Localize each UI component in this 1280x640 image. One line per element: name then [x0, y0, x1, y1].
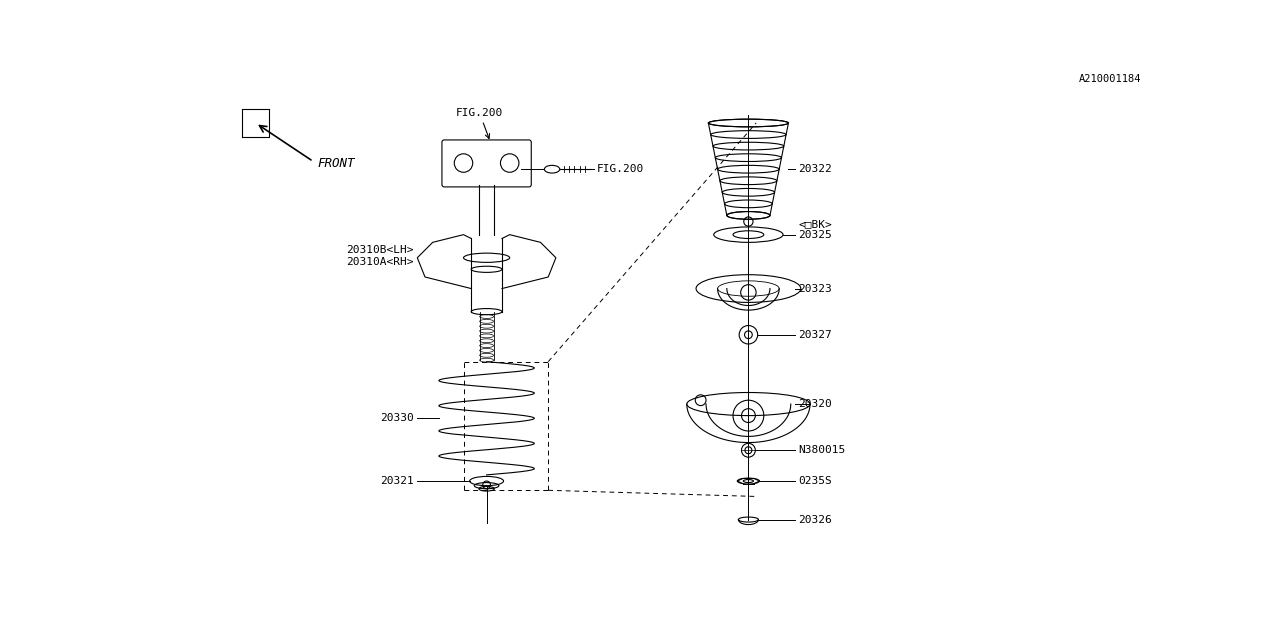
- Text: <□BK>: <□BK>: [799, 219, 832, 229]
- Text: N380015: N380015: [799, 445, 846, 455]
- Text: FIG.200: FIG.200: [596, 164, 644, 174]
- Text: 20321: 20321: [380, 476, 413, 486]
- Text: 20320: 20320: [799, 399, 832, 409]
- Text: 20330: 20330: [380, 413, 413, 423]
- Text: 20322: 20322: [799, 164, 832, 174]
- Text: FIG.200: FIG.200: [456, 108, 503, 138]
- Text: 20326: 20326: [799, 515, 832, 525]
- Text: 20325: 20325: [799, 230, 832, 239]
- Text: 20310A<RH>: 20310A<RH>: [346, 257, 413, 268]
- Text: A210001184: A210001184: [1079, 74, 1140, 84]
- Text: 20310B<LH>: 20310B<LH>: [346, 245, 413, 255]
- Text: 0235S: 0235S: [799, 476, 832, 486]
- Text: FRONT: FRONT: [317, 157, 355, 170]
- Text: 20323: 20323: [799, 284, 832, 294]
- Text: 20327: 20327: [799, 330, 832, 340]
